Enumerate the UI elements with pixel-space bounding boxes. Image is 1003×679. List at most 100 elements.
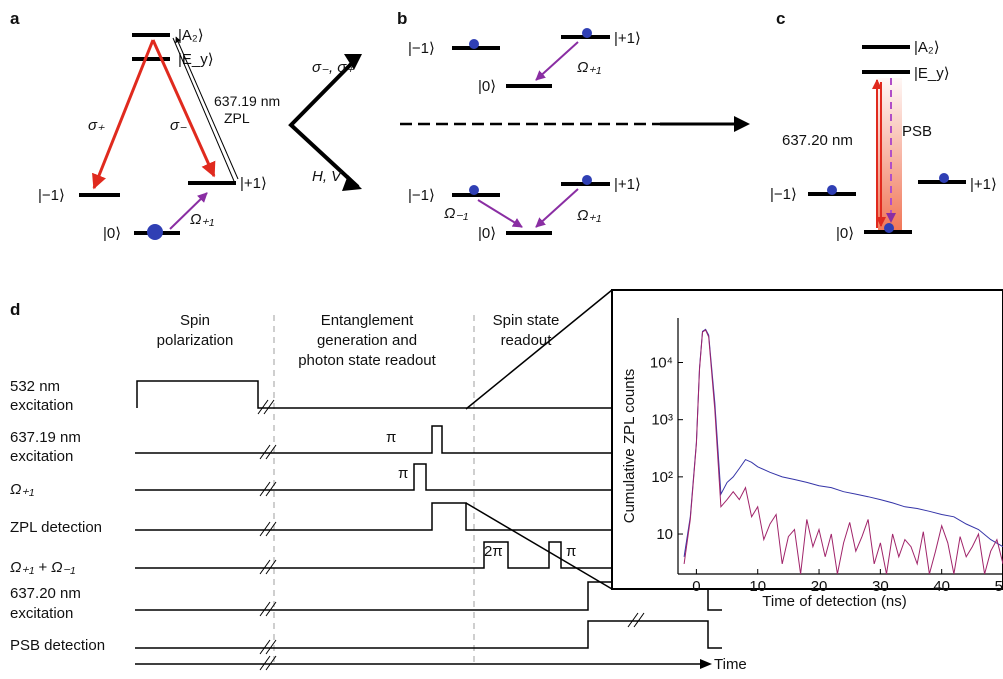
label-omega-b-top: Ω₊₁ [577,59,601,76]
panel-c-label: c [776,9,785,28]
row-637-19-2: excitation [10,448,73,465]
section-entanglement-2: generation and [317,332,417,349]
y-tick-label: 10⁴ [650,354,673,371]
row-637-19-1: 637.19 nm [10,429,81,446]
label-b-p1-bot: |+1⟩ [614,176,641,193]
label-c-ey: |E_y⟩ [914,65,950,82]
time-axis-label: Time [714,656,747,673]
row-532-1: 532 nm [10,378,60,395]
pulse-pi-1: π [386,429,396,446]
dot-b-p1-top [582,28,592,38]
y-tick-label: 10² [651,469,673,486]
inset-chart: 0 10 20 30 40 50 10 10² 10³ 10⁴ Time of detection … [611,289,1003,610]
label-0: |0⟩ [103,225,121,242]
trace-psb-detection [135,620,722,649]
omega-arrow-b-p1 [535,188,579,228]
label-zpl: ZPL [224,110,250,126]
x-tick-label: 0 [692,578,700,595]
panel-d-label: d [10,300,20,319]
pulse-2pi: 2π [484,543,503,560]
trace-zpl-detection [135,502,612,531]
omega-arrow-b-top [535,41,579,81]
chart-layer: 0 10 20 30 40 50 10 10² 10³ 10⁴ Time of detection … [621,318,1003,610]
time-axis-arrowhead [700,659,712,669]
row-637-20-1: 637.20 nm [10,585,81,602]
dot-c-p1 [939,173,949,183]
zpl-line-2 [175,36,239,180]
label-c-0: |0⟩ [836,225,854,242]
label-omega-b-m1: Ω₋₁ [444,205,468,222]
trace-532 [136,380,612,409]
label-psb: PSB [902,123,932,140]
time-breaks [257,399,645,671]
section-spin-polarization-2: polarization [157,332,234,349]
label-ey: |E_y⟩ [178,51,214,68]
panel-b-label: b [397,9,407,28]
label-b-m1-top: |−1⟩ [408,40,435,57]
dot-b-p1-bot [582,175,592,185]
sigma-minus-arrow [151,39,216,178]
label-lower-branch: H, V [312,168,343,185]
population-dot [147,224,163,240]
label-b-m1-bot: |−1⟩ [408,187,435,204]
x-tick-label: 10 [749,578,766,595]
label-m1: |−1⟩ [38,187,65,204]
row-psb-detection: PSB detection [10,637,105,654]
y-tick-label: 10³ [651,412,673,429]
panel-a: a |A₂⟩ |E_y⟩ |−1⟩ |+1⟩ |0⟩ σ₊ σ₋ 637.19 … [10,9,280,242]
omega-arrow-a [169,192,208,230]
label-b-0-top: |0⟩ [478,78,496,95]
label-wavelength-a: 637.19 nm [214,93,280,109]
x-tick-label: 50 [995,578,1003,595]
section-spin-readout-2: readout [501,332,553,349]
sigma-plus-arrow [92,39,155,190]
omega-arrow-b-m1 [477,199,523,228]
label-p1: |+1⟩ [240,175,267,192]
panel-a-label: a [10,9,20,28]
dot-c-0 [884,223,894,233]
dot-b-m1-top [469,39,479,49]
label-omega-b-p1: Ω₊₁ [577,207,601,224]
series-line-2 [683,329,1003,574]
arrow-head-down [342,175,362,191]
section-spin-polarization-1: Spin [180,312,210,329]
y-axis-label: Cumulative ZPL counts [621,369,638,524]
label-c-wavelength: 637.20 nm [782,132,853,149]
row-zpl-detection: ZPL detection [10,519,102,536]
zoom-line-lower [465,502,613,590]
y-tick-label: 10 [656,526,673,543]
row-532-2: excitation [10,397,73,414]
section-spin-readout-1: Spin state [493,312,560,329]
panel-b: b |−1⟩ |+1⟩ |0⟩ Ω₊₁ |−1⟩ |+1⟩ |0⟩ Ω₋₁ Ω₊… [397,9,641,242]
label-upper-branch: σ₋, σ₊ [312,59,354,76]
row-637-20-2: excitation [10,605,73,622]
label-omega-a: Ω₊₁ [190,211,214,228]
panel-c: c |A₂⟩ |E_y⟩ 637.20 nm PSB |−1⟩ |+1⟩ |0⟩ [770,9,997,242]
section-entanglement-1: Entanglement [321,312,414,329]
row-omega-sum: Ω₊₁ + Ω₋₁ [10,559,75,576]
label-c-p1: |+1⟩ [970,176,997,193]
dot-c-m1 [827,185,837,195]
split-arrow [288,55,360,189]
label-sigma-minus: σ₋ [170,117,187,134]
dot-b-m1-bot [469,185,479,195]
section-entanglement-3: photon state readout [298,352,436,369]
x-tick-label: 20 [811,578,828,595]
label-sigma-plus: σ₊ [88,117,105,134]
arrow-head-up [344,54,362,70]
zoom-line-upper [465,289,613,410]
pulse-pi-2: π [398,465,408,482]
x-tick-label: 30 [872,578,889,595]
trace-637-19 [135,425,612,454]
label-a2: |A₂⟩ [178,27,204,44]
arrow-head-right [734,116,750,132]
x-axis-label: Time of detection (ns) [762,593,907,610]
series-line-1 [683,328,1003,557]
label-c-m1: |−1⟩ [770,186,797,203]
zpl-line-1 [172,37,235,182]
label-b-p1-top: |+1⟩ [614,30,641,47]
inset-frame [611,289,1003,590]
label-b-0-bot: |0⟩ [478,225,496,242]
pulse-pi-3: π [566,543,576,560]
